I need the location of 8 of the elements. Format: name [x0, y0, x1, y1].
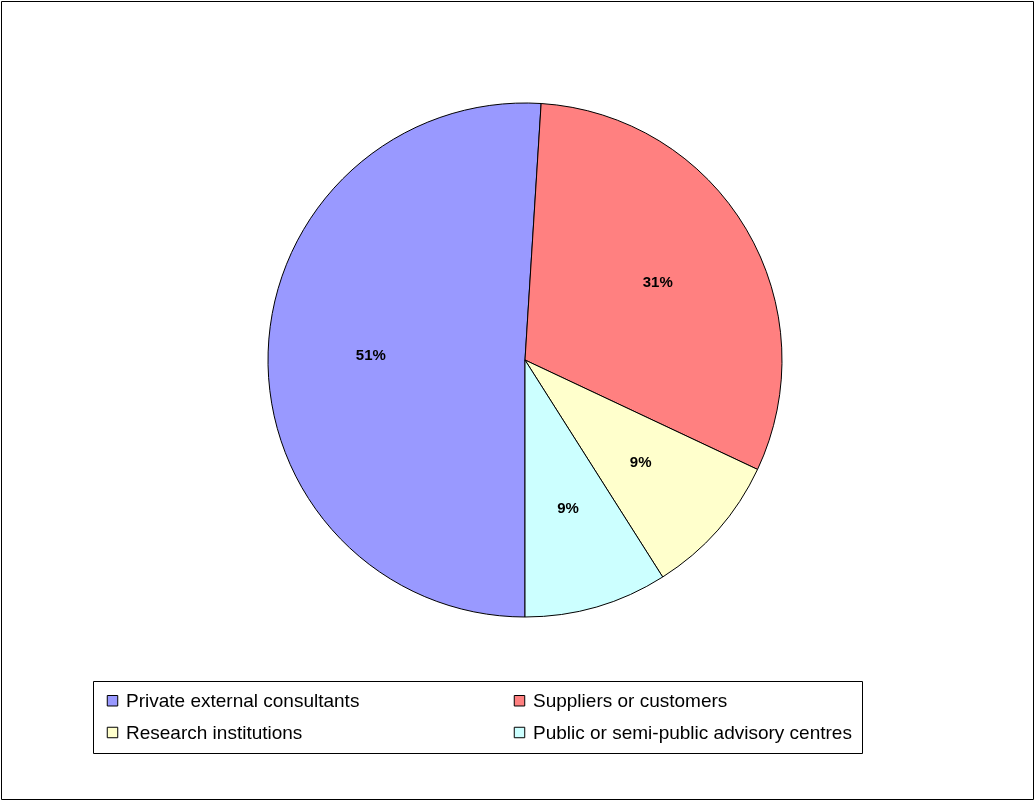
legend-label: Private external consultants — [126, 689, 360, 711]
data-label: 31% — [642, 272, 673, 290]
legend-label: Public or semi-public advisory centres — [533, 721, 852, 743]
data-label: 9% — [629, 452, 652, 470]
legend-label: Research institutions — [126, 721, 303, 743]
data-label: 9% — [557, 499, 579, 517]
legend-label: Suppliers or customers — [533, 689, 728, 711]
data-label: 51% — [355, 346, 386, 364]
